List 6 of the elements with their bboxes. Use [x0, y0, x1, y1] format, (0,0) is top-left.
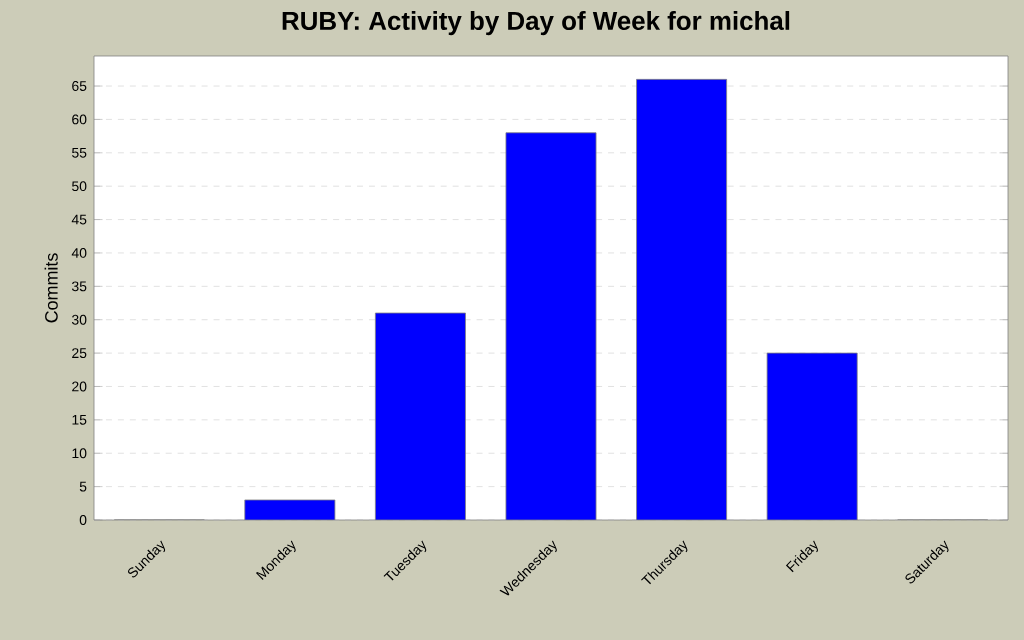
bar [766, 352, 858, 520]
bar [374, 312, 466, 520]
y-axis-title: Commits [44, 253, 58, 323]
bar [505, 132, 597, 520]
bar [636, 78, 728, 520]
chart-title: RUBY: Activity by Day of Week for michal [282, 11, 790, 36]
